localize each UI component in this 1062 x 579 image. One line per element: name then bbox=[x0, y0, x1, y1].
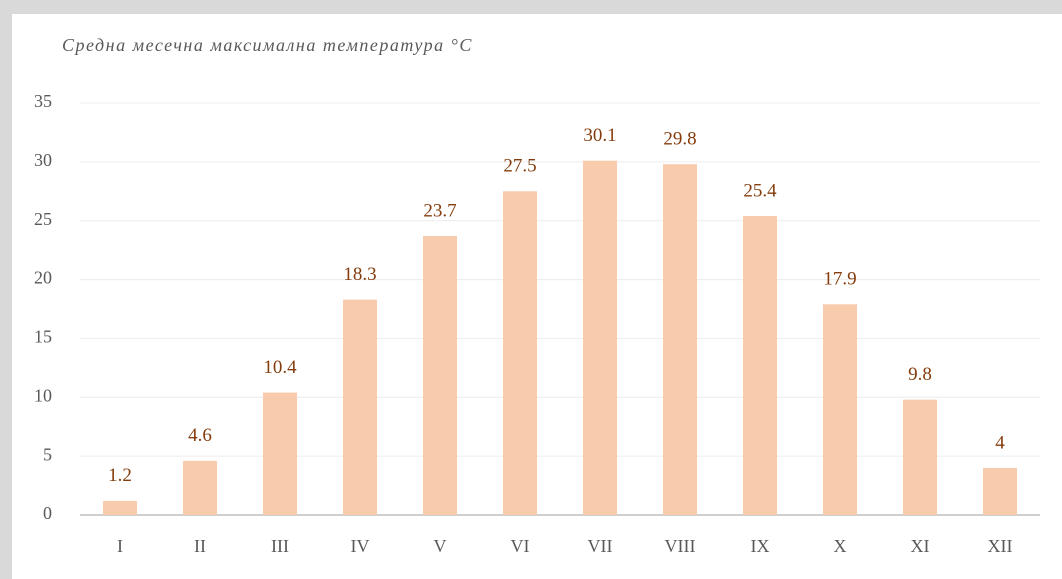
x-tick-label: VIII bbox=[665, 536, 696, 556]
x-tick-label: III bbox=[271, 536, 289, 556]
data-label: 23.7 bbox=[423, 200, 456, 221]
data-label: 4.6 bbox=[188, 425, 212, 446]
x-tick-label: IX bbox=[751, 536, 770, 556]
y-tick-label: 0 bbox=[43, 503, 52, 523]
x-tick-label: IV bbox=[351, 536, 370, 556]
data-label: 18.3 bbox=[343, 264, 376, 285]
bar bbox=[103, 500, 137, 515]
x-tick-label: I bbox=[117, 536, 123, 556]
bar bbox=[183, 460, 217, 515]
data-label: 30.1 bbox=[583, 125, 616, 146]
data-label: 9.8 bbox=[908, 364, 932, 385]
bar bbox=[823, 304, 857, 515]
bar bbox=[263, 392, 297, 515]
bar bbox=[343, 299, 377, 515]
data-label: 10.4 bbox=[263, 357, 297, 378]
data-label: 29.8 bbox=[663, 129, 696, 150]
y-tick-label: 15 bbox=[34, 327, 52, 347]
x-tick-label: V bbox=[434, 536, 447, 556]
bar bbox=[663, 164, 697, 515]
bar bbox=[423, 236, 457, 515]
bar bbox=[503, 191, 537, 516]
x-tick-label: XI bbox=[911, 536, 930, 556]
y-tick-label: 30 bbox=[34, 150, 52, 170]
data-label: 17.9 bbox=[823, 269, 856, 290]
y-tick-label: 35 bbox=[34, 91, 52, 111]
data-label: 25.4 bbox=[743, 180, 777, 201]
x-tick-label: XII bbox=[988, 536, 1013, 556]
x-tick-label: X bbox=[834, 536, 847, 556]
x-tick-label: II bbox=[194, 536, 206, 556]
bar bbox=[903, 399, 937, 515]
x-tick-label: VII bbox=[588, 536, 613, 556]
data-label: 4 bbox=[995, 432, 1005, 453]
bar bbox=[743, 216, 777, 515]
data-label: 1.2 bbox=[108, 465, 132, 486]
x-tick-label: VI bbox=[511, 536, 530, 556]
y-tick-label: 10 bbox=[34, 385, 52, 405]
chart-title: Средна месечна максимална температура °C bbox=[62, 35, 473, 55]
bar bbox=[983, 467, 1017, 515]
y-tick-label: 25 bbox=[34, 209, 52, 229]
y-tick-label: 5 bbox=[43, 444, 52, 464]
y-tick-label: 20 bbox=[34, 268, 52, 288]
data-label: 27.5 bbox=[503, 156, 536, 177]
bar bbox=[583, 160, 617, 515]
